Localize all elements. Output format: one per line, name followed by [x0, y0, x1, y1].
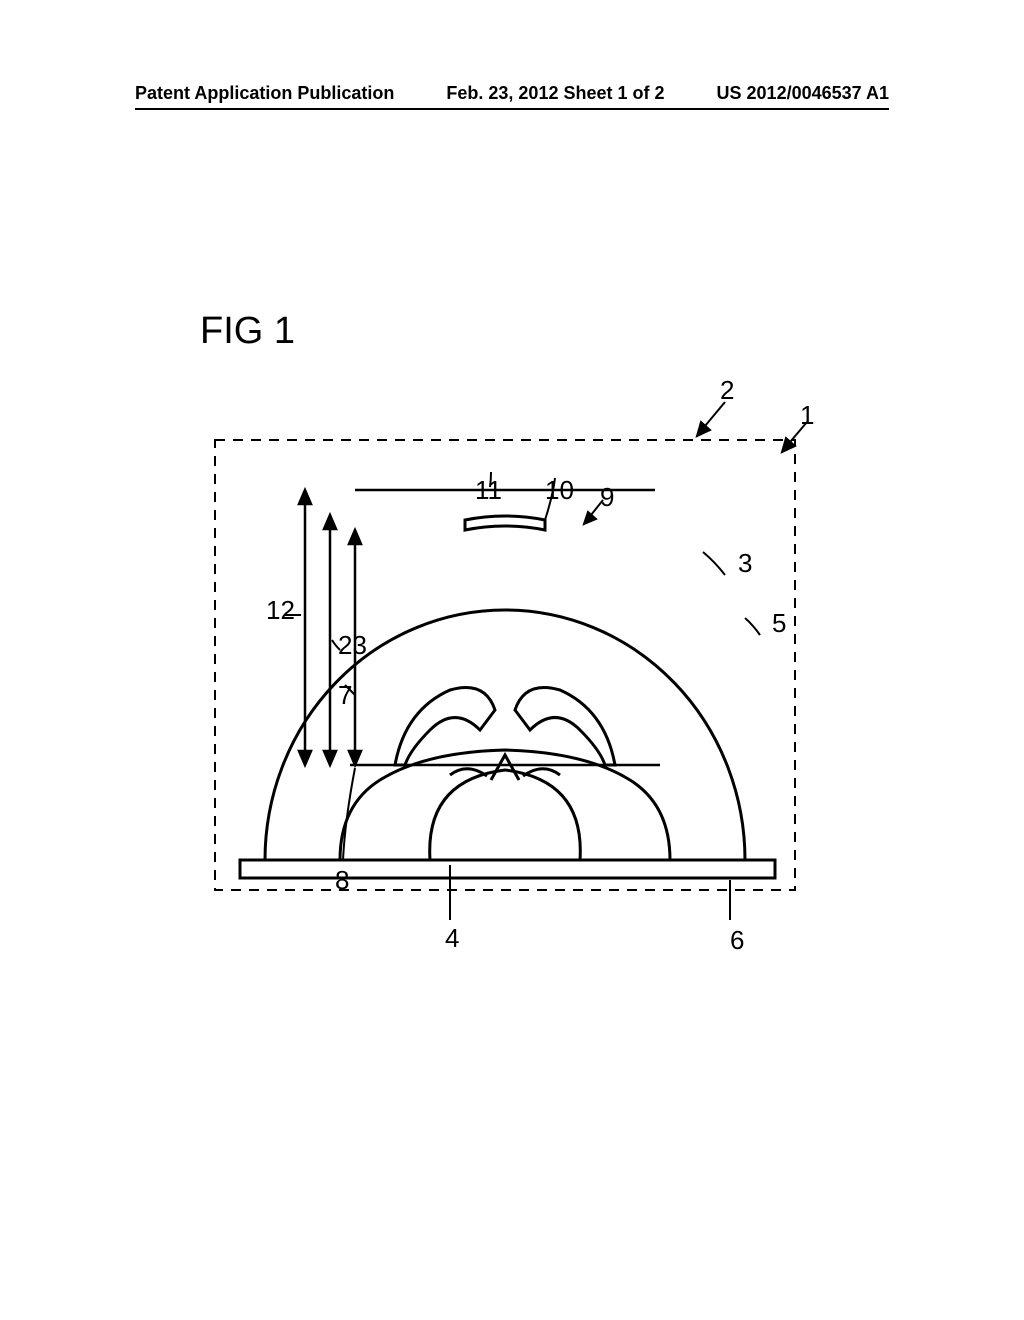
- housing-box: [215, 440, 795, 890]
- arrow-7: [349, 530, 361, 765]
- header-right: US 2012/0046537 A1: [717, 83, 889, 104]
- ref-6: 6: [730, 925, 744, 956]
- arrow-23: [324, 515, 336, 765]
- patient-table: [240, 860, 775, 878]
- arrow-12: [299, 490, 311, 765]
- page-header: Patent Application Publication Feb. 23, …: [135, 80, 889, 110]
- header-center: Feb. 23, 2012 Sheet 1 of 2: [446, 83, 664, 104]
- leaders: [285, 402, 807, 920]
- figure-svg: [195, 360, 815, 920]
- patient: [340, 688, 670, 861]
- figure-label: FIG 1: [200, 310, 295, 353]
- header-left: Patent Application Publication: [135, 83, 394, 104]
- display-panel: [465, 516, 545, 530]
- figure-1: [195, 360, 815, 920]
- page: Patent Application Publication Feb. 23, …: [0, 0, 1024, 1320]
- ref-4: 4: [445, 923, 459, 954]
